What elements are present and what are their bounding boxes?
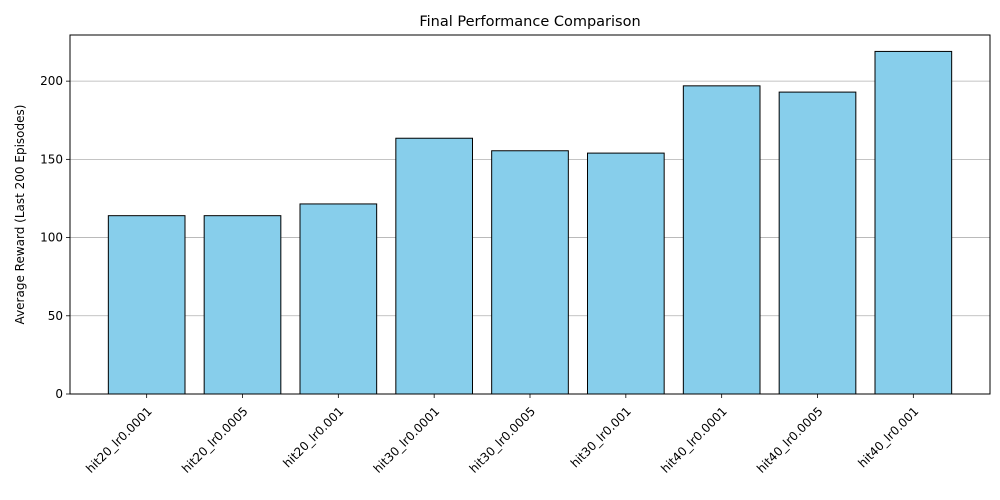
bar-hit30_lr0.001 [587,152,665,395]
x-tick-label: hit40_lr0.0005 [754,404,826,476]
x-tick-label: hit30_lr0.0001 [371,404,443,476]
y-axis-title: Average Reward (Last 200 Episodes) [13,105,27,325]
bars [107,50,953,395]
x-tick-label: hit40_lr0.0001 [658,404,730,476]
x-tick-label: hit30_lr0.0005 [467,404,539,476]
x-tick-label: hit20_lr0.001 [280,404,346,470]
chart-title: Final Performance Comparison [419,14,640,30]
x-axis-ticks: hit20_lr0.0001 hit20_lr0.0005 hit20_lr0.00… [83,394,921,476]
x-tick-label: hit30_lr0.001 [568,404,634,470]
bar-hit30_lr0.0001 [395,137,474,395]
x-tick-label: hit20_lr0.0001 [83,404,155,476]
bar-hit30_lr0.0005 [491,150,569,395]
x-tick-label: hit40_lr0.001 [855,404,921,470]
bar-hit20_lr0.001 [299,203,378,395]
bar-hit20_lr0.0005 [203,215,282,395]
bar-hit40_lr0.001 [874,50,953,395]
y-tick-label: 100 [40,231,63,245]
y-tick-label: 150 [40,152,63,166]
y-tick-label: 0 [55,387,63,401]
y-tick-label: 50 [48,309,63,323]
bar-hit40_lr0.0001 [682,85,761,395]
bar-hit20_lr0.0001 [107,215,186,395]
y-axis-ticks: 0 50 100 150 200 [40,74,70,401]
y-tick-label: 200 [40,74,63,88]
x-tick-label: hit20_lr0.0005 [179,404,251,476]
bar-hit40_lr0.0005 [778,91,857,395]
